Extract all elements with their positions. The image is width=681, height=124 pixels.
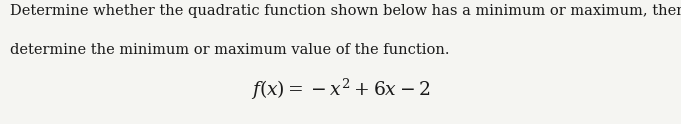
Text: Determine whether the quadratic function shown below has a minimum or maximum, t: Determine whether the quadratic function… <box>10 4 681 18</box>
Text: determine the minimum or maximum value of the function.: determine the minimum or maximum value o… <box>10 43 449 57</box>
Text: $f(x) = -x^2 + 6x - 2$: $f(x) = -x^2 + 6x - 2$ <box>251 77 430 102</box>
